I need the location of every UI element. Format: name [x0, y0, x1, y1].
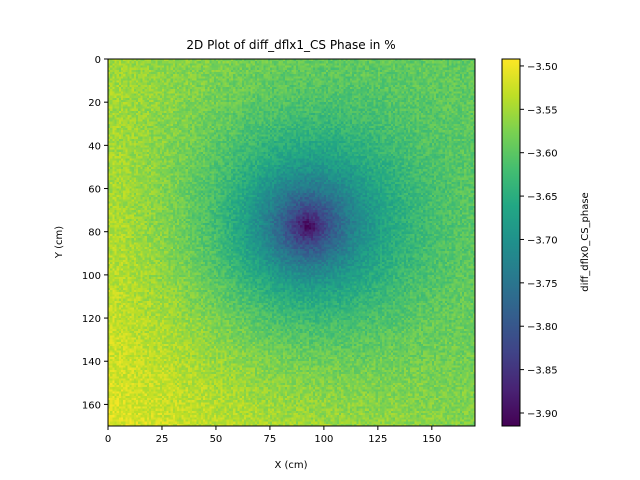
colorbar-tick-label: −3.80 — [527, 322, 558, 333]
colorbar-tick-label: −3.65 — [527, 192, 558, 203]
colorbar-tick-label: −3.60 — [527, 149, 558, 160]
y-tick-label: 80 — [88, 228, 101, 239]
colorbar-tick-label: −3.70 — [527, 235, 558, 246]
colorbar-tick-label: −3.50 — [527, 62, 558, 73]
y-axis-label: Y (cm) — [54, 226, 65, 259]
x-tick-label: 25 — [156, 434, 169, 445]
colorbar-label: diff_dflx0_CS_phase — [580, 192, 591, 291]
y-axis-ticks: 0 20 40 60 80 100 120 140 160 — [82, 55, 108, 411]
y-tick-label: 60 — [88, 185, 101, 196]
y-tick-label: 100 — [82, 271, 101, 282]
colorbar: −3.50 −3.55 −3.60 −3.65 −3.70 −3.75 −3.80 −3.85… — [501, 58, 591, 427]
plot-frame — [107, 58, 476, 427]
x-tick-label: 75 — [264, 434, 277, 445]
y-tick-label: 120 — [82, 314, 101, 325]
colorbar-gradient — [501, 58, 521, 427]
heatmap-plot-area — [107, 58, 476, 427]
heatmap-image — [108, 59, 475, 426]
y-tick-label: 20 — [88, 98, 101, 109]
x-tick-label: 125 — [368, 434, 387, 445]
x-axis-label: X (cm) — [274, 460, 307, 471]
x-axis-ticks: 0 25 50 75 100 125 150 — [105, 426, 441, 445]
chart-title: 2D Plot of diff_dflx1_CS Phase in % — [186, 38, 395, 52]
x-tick-label: 150 — [422, 434, 441, 445]
y-tick-label: 0 — [95, 55, 101, 66]
y-tick-label: 160 — [82, 400, 101, 411]
colorbar-tick-label: −3.75 — [527, 279, 558, 290]
colorbar-tick-label: −3.90 — [527, 409, 558, 420]
colorbar-tick-label: −3.85 — [527, 366, 558, 377]
x-tick-label: 100 — [314, 434, 333, 445]
y-tick-label: 40 — [88, 141, 101, 152]
x-tick-label: 0 — [105, 434, 111, 445]
colorbar-ticks: −3.50 −3.55 −3.60 −3.65 −3.70 −3.75 −3.80 −3.85… — [520, 62, 558, 420]
colorbar-tick-label: −3.55 — [527, 105, 558, 116]
y-tick-label: 140 — [82, 357, 101, 368]
x-tick-label: 50 — [210, 434, 223, 445]
